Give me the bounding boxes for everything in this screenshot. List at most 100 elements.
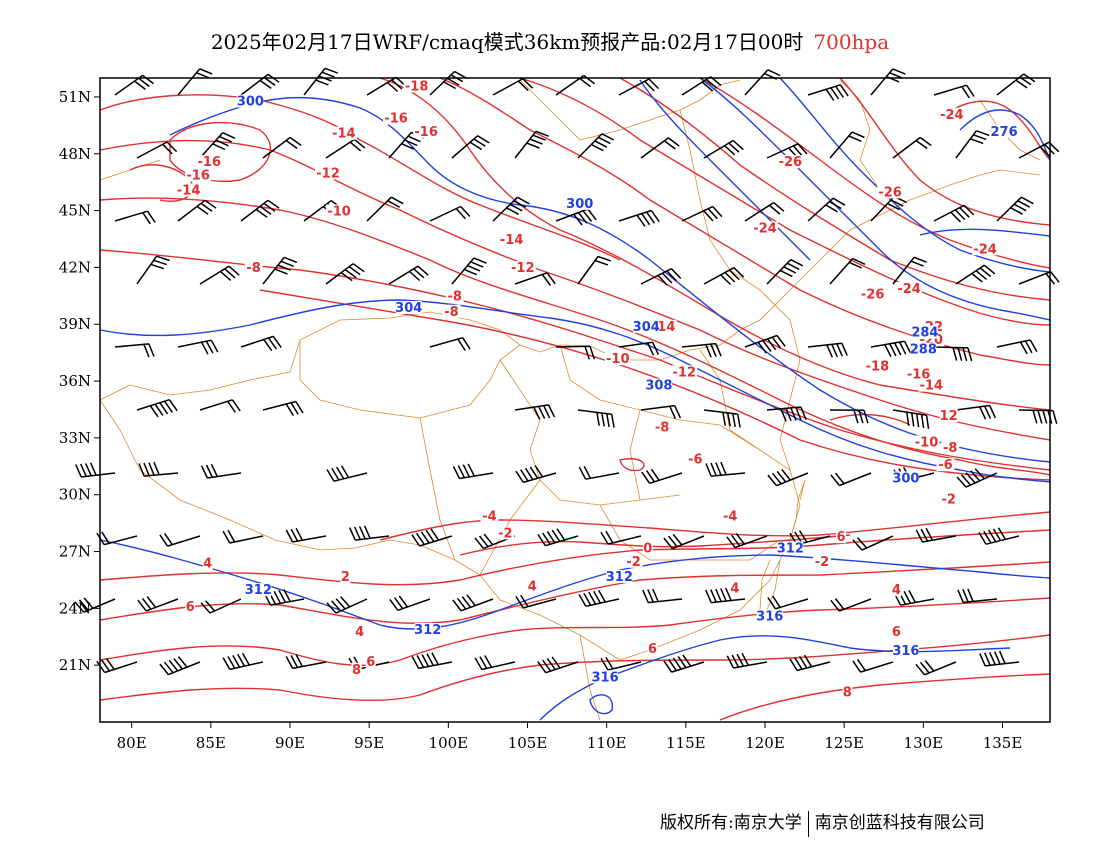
- wind-barb: [492, 196, 530, 222]
- wind-barb: [766, 258, 804, 285]
- temperature-label-bg: [185, 168, 212, 182]
- height-label: 288: [910, 343, 937, 358]
- wind-barb: [177, 199, 217, 222]
- wind-barb: [285, 527, 327, 543]
- wind-barb: [136, 255, 170, 285]
- wind-barb: [933, 204, 975, 223]
- temperature-label: -18: [405, 79, 429, 94]
- wind-barb: [515, 594, 557, 609]
- wind-barb: [640, 137, 680, 159]
- wind-barb: [789, 530, 831, 546]
- temperature-label: -14: [500, 233, 524, 248]
- height-label-bg: [414, 622, 441, 636]
- wind-barb: [681, 76, 722, 96]
- wind-barb: [852, 658, 894, 673]
- temperature-label: 4: [355, 625, 364, 640]
- height-label-bg: [633, 319, 660, 333]
- wind-barb: [766, 143, 808, 159]
- credit-owner: 版权所有:南京大学: [660, 813, 802, 833]
- height-label-bg: [777, 541, 804, 555]
- height-label-bg: [892, 471, 919, 485]
- lat-tick-label: 33N: [59, 429, 91, 447]
- lat-tick-label: 30N: [59, 486, 91, 504]
- title-main: 2025年02月17日WRF/cmaq模式36km预报产品:02月17日00时: [210, 30, 804, 54]
- temperature-label: 12: [940, 409, 958, 424]
- height-label: 300: [566, 197, 593, 212]
- temperature-label-bg: [972, 242, 999, 256]
- temperature-label: 4: [892, 583, 901, 598]
- wind-barb: [222, 652, 264, 671]
- temperature-label: -10: [915, 435, 939, 450]
- wind-barb: [451, 257, 487, 285]
- height-label-bg: [911, 325, 938, 339]
- wind-barb: [325, 263, 365, 285]
- credit-company: 南京创蓝科技有限公司: [814, 813, 985, 833]
- temperature-label: -16: [384, 112, 408, 127]
- wind-barb: [807, 197, 846, 222]
- wind-barb: [600, 530, 642, 545]
- wind-barb: [893, 590, 935, 606]
- temperature-label: -8: [246, 261, 260, 276]
- temperature-label: 6: [366, 655, 375, 670]
- wind-barb: [555, 345, 596, 360]
- wind-barb: [537, 656, 579, 674]
- height-label: 316: [756, 610, 783, 625]
- temperature-label: -2: [626, 555, 640, 570]
- wind-barb: [600, 656, 642, 671]
- wind-barb: [429, 205, 471, 222]
- temperature-label: -16: [198, 155, 222, 170]
- wind-barb: [452, 594, 494, 612]
- temperature-label: 6: [186, 600, 195, 615]
- wind-barb: [744, 334, 786, 354]
- temperature-label: -8: [655, 420, 669, 435]
- temperature-label: 2: [341, 570, 350, 585]
- temperature-label-bg: [686, 452, 705, 466]
- lat-tick-label: 42N: [59, 258, 91, 276]
- temperature-label-bg: [442, 304, 461, 318]
- temperature-label: -10: [327, 204, 351, 219]
- lon-tick-label: 95E: [354, 734, 384, 752]
- temperature-label-bg: [351, 662, 362, 676]
- temperature-label: -24: [897, 282, 921, 297]
- wind-barb: [514, 404, 556, 420]
- wind-barb: [1018, 271, 1060, 285]
- lon-tick-label: 90E: [275, 734, 305, 752]
- temperature-label: -6: [688, 453, 702, 468]
- wind-barb: [705, 461, 746, 477]
- wind-barb: [285, 654, 327, 670]
- temperature-contour-labels: -18-16-16-14-16-16-14-12-10-14-8 -12-8-8-…: [175, 79, 999, 700]
- wind-barb: [955, 264, 996, 285]
- height-label: 284: [911, 326, 938, 341]
- wind-barb: [199, 399, 241, 413]
- wind-barb: [199, 265, 240, 285]
- wind-barb: [870, 68, 906, 96]
- wind-barb: [640, 404, 682, 420]
- wind-barb: [956, 468, 998, 488]
- wind-barb: [411, 528, 453, 547]
- temperature-label: 6: [892, 625, 901, 640]
- wind-barb: [705, 587, 746, 604]
- wind-barb: [618, 209, 660, 227]
- temperature-label-bg: [842, 685, 853, 699]
- wind-barb: [703, 139, 744, 159]
- height-label-bg: [991, 124, 1018, 138]
- temperature-label-bg: [383, 111, 410, 125]
- wind-barb: [767, 469, 809, 487]
- wind-barb: [577, 133, 615, 159]
- temperature-label: -24: [940, 108, 964, 123]
- temperature-label: -12: [673, 365, 697, 380]
- wind-barb: [200, 598, 242, 614]
- wind-barb: [114, 210, 156, 225]
- height-label: 308: [645, 379, 672, 394]
- lat-tick-label: 27N: [59, 543, 91, 561]
- temperature-label: -26: [878, 185, 902, 200]
- wind-barb: [618, 341, 660, 356]
- wind-barb: [114, 74, 154, 96]
- temperature-label: -8: [447, 290, 461, 305]
- wind-barb: [555, 208, 597, 226]
- longitude-axis: 80E 85E 90E 95E 100E 105E 110E 115E 120E 125E 130E…: [117, 722, 1022, 752]
- wind-barb: [641, 468, 683, 485]
- temperature-label-bg: [413, 124, 440, 138]
- temperature-label-bg: [671, 365, 698, 379]
- lon-tick-label: 80E: [117, 734, 147, 752]
